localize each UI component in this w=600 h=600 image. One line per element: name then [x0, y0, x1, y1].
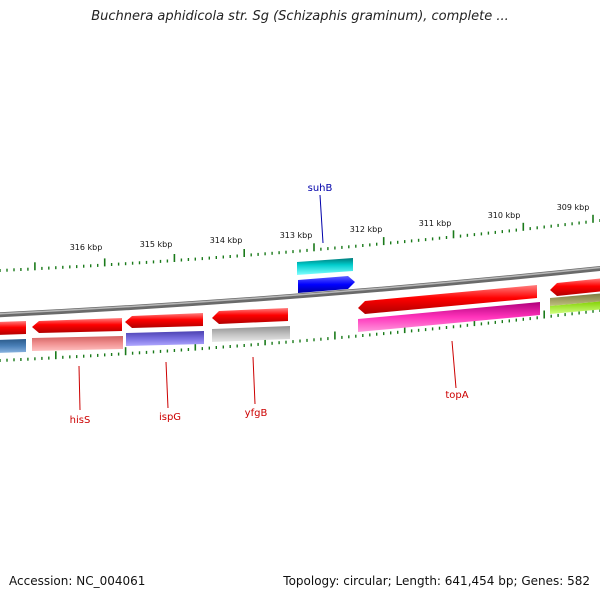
map-title: Buchnera aphidicola str. Sg (Schizaphis …: [91, 9, 509, 24]
ruler-label-310: 310 kbp: [488, 211, 521, 220]
feature-cds-right-edge-lime[interactable]: [550, 301, 600, 314]
feature-cds-left-edge[interactable]: [0, 339, 26, 353]
gene-label-hisS[interactable]: hisS: [70, 415, 91, 426]
ruler-label-312: 312 kbp: [350, 225, 383, 234]
genome-backbone: [0, 266, 600, 318]
feature-ispG-gene[interactable]: [125, 313, 203, 328]
gene-label-topA[interactable]: topA: [445, 390, 468, 401]
feature-gene-right-edge[interactable]: [550, 278, 600, 296]
ruler-label-316: 316 kbp: [70, 243, 103, 252]
feature-topA-gene[interactable]: [358, 285, 537, 314]
feature-topA-cds[interactable]: [358, 302, 540, 332]
ruler-label-314: 314 kbp: [210, 236, 243, 245]
ruler-label-309: 309 kbp: [557, 203, 590, 212]
feature-cds-right-edge-olive[interactable]: [550, 293, 600, 306]
feature-hisS-gene[interactable]: [32, 318, 122, 333]
accession-text: Accession: NC_004061: [9, 574, 146, 588]
feature-suhB-cds[interactable]: [297, 258, 353, 275]
ruler-upper-ticks: [0, 214, 600, 272]
feature-gene-left-edge[interactable]: [0, 321, 26, 335]
feature-ispG-cds[interactable]: [126, 331, 204, 346]
gene-labels: suhB hisS ispG yfgB topA: [70, 183, 469, 426]
ruler-lower-ticks: [0, 309, 600, 362]
gene-label-ispG[interactable]: ispG: [159, 412, 181, 423]
gene-label-suhB[interactable]: suhB: [308, 183, 333, 194]
ruler-label-315: 315 kbp: [140, 240, 173, 249]
feature-suhB-gene[interactable]: [298, 276, 355, 293]
ruler-label-313: 313 kbp: [280, 231, 313, 240]
feature-hisS-cds[interactable]: [32, 336, 123, 351]
gene-label-lines: [78, 194, 457, 411]
feature-yfgB-cds[interactable]: [212, 326, 290, 342]
ruler-labels: 316 kbp 315 kbp 314 kbp 313 kbp 312 kbp …: [70, 203, 590, 252]
ruler-label-311: 311 kbp: [419, 219, 452, 228]
feature-yfgB-gene[interactable]: [212, 308, 288, 324]
gene-label-yfgB[interactable]: yfgB: [245, 408, 268, 419]
summary-text: Topology: circular; Length: 641,454 bp; …: [283, 574, 590, 588]
